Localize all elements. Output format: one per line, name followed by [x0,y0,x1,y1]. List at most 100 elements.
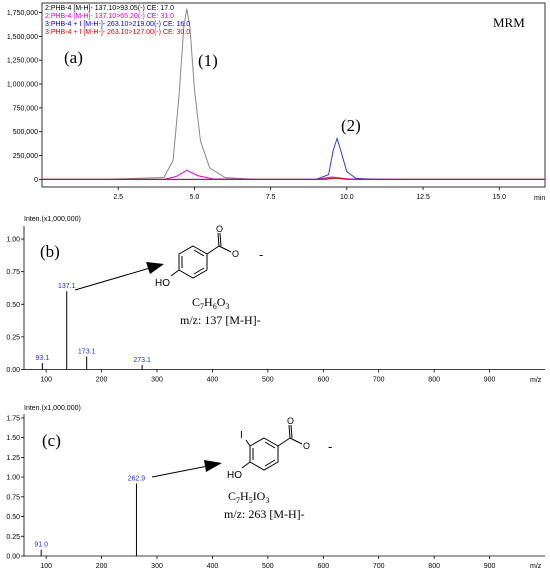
legend-entry-4: 3:PHB-4 + I [M-H-]- 263.10>127.00(-) CE:… [45,29,190,36]
peak-label: 262.9 [128,475,146,482]
legend-entry-2: 2:PHB-4 [M-H]- 137.10>65.20(-) CE: 31.0 [45,13,174,20]
carbonyl-o-c: O [287,416,294,426]
y-tick-label: 1,500,000 [7,34,38,41]
panel-a-label: (a) [64,48,83,67]
y-tick-label: 0.50 [6,302,20,309]
y-tick-label: 1.00 [6,475,20,482]
chromatogram-x-axis: 2.5 5.0 7.5 10.0 12.5 15.0 [113,187,506,201]
x-tick-label: 12.5 [416,194,430,201]
arrowhead-c [204,460,222,472]
x-unit-label-c: m/z [530,563,542,570]
x-tick-label: 5.0 [190,194,200,201]
mz-text-b: m/z: 137 [M-H]- [180,313,261,327]
intensity-label-c: Inten.(x1,000,000) [24,405,81,412]
x-tick-label: 900 [484,563,496,570]
y-tick-label: 500,000 [13,129,38,136]
y-tick-label: 1,750,000 [7,10,38,17]
y-tick-label: 0 [34,177,38,184]
y-tick-label: 0.00 [6,367,20,374]
chromatogram-panel: 0 250,000 500,000 750,000 1,000,000 1,250,000… [7,2,546,202]
x-tick-label: 700 [373,563,385,570]
intensity-label-b: Inten.(x1,000,000) [24,216,81,223]
spectrum-c-y-axis: 0.00 0.25 0.50 0.75 1.00 1.25 1.50 1.75 [6,415,24,561]
y-tick-label: 1.75 [6,415,20,422]
chromatogram-legend: 2:PHB-4 [M-H]- 137.10>93.05(-) CE: 17.0 … [45,5,190,36]
hydroxybenzoate-structure [170,232,232,279]
legend-entry-3: 3:PHB-4 + I [M-H-]- 263.10>219.00(-) CE:… [45,21,190,28]
hydroxy-label-c: HO [227,470,242,481]
x-tick-label: 300 [151,563,163,570]
arrow-c [151,465,209,478]
spectrum-b-y-axis: 0.00 0.25 0.50 0.75 1.00 [6,237,24,374]
y-tick-label: 0.25 [6,334,20,341]
y-tick-label: 1,250,000 [7,58,38,65]
carbonyl-o-b: O [216,224,223,234]
carboxylate-o-c: O [303,441,310,451]
x-tick-label: 200 [96,563,108,570]
x-tick-label: 100 [40,377,52,384]
formula-b: C7H6O3 [192,295,229,311]
y-tick-label: 250,000 [13,153,38,160]
y-tick-label: 0.50 [6,514,20,521]
x-tick-label: 2.5 [113,194,123,201]
x-tick-label: 700 [373,377,385,384]
x-tick-label: 200 [96,377,108,384]
trace-4 [42,177,545,180]
panel-b-label: (b) [40,242,60,261]
y-tick-label: 0.25 [6,534,20,541]
y-tick-label: 0.75 [6,494,20,501]
peak-label: 273.1 [133,357,151,364]
x-unit-label: min [534,195,545,202]
charge-b: - [259,247,263,262]
x-tick-label: 500 [262,563,274,570]
x-tick-label: 900 [484,377,496,384]
trace-3 [42,136,545,180]
x-tick-label: 7.5 [266,194,276,201]
carboxylate-o-b: O [232,249,239,259]
chromatogram-frame [41,2,546,188]
formula-c: C7H5IO3 [228,489,269,505]
spectrum-b-panel: Inten.(x1,000,000) 0.000.250.500.751.00 … [6,216,545,384]
trace-2 [42,169,545,180]
y-tick-label: 0.75 [6,269,20,276]
spectrum-b-x-axis: 100 200 300 400 500 600 700 800 900 [40,369,496,384]
y-tick-label: 1.50 [6,435,20,442]
y-tick-label: 750,000 [13,105,38,112]
chromatogram-y-axis: 0 250,000 500,000 750,000 1,000,000 1,250,000… [7,10,42,184]
mode-label: MRM [493,15,525,30]
x-tick-label: 15.0 [492,194,506,201]
x-tick-label: 500 [262,377,274,384]
x-tick-label: 400 [207,563,219,570]
spectrum-c-panel: Inten.(x1,000,000) 0.00 0.25 0.50 0.75 1.00 1… [6,405,545,570]
peak-label: 137.1 [58,283,76,290]
x-tick-label: 100 [40,563,52,570]
x-tick-label: 600 [317,563,329,570]
x-tick-label: 800 [428,377,440,384]
y-tick-label: 0.00 [6,554,20,561]
spectrum-c-x-axis: 100 200 300 400 500 600 700 800 900 [40,556,496,570]
x-tick-label: 800 [428,563,440,570]
x-tick-label: 400 [207,377,219,384]
x-tick-label: 300 [151,377,163,384]
x-unit-label-b: m/z [530,377,542,384]
spectrum-c-peaks: 91.0 262.9 [34,475,145,556]
mz-text-c: m/z: 263 [M-H]- [224,507,305,521]
peak-label: 93.1 [36,355,50,362]
panel-c-label: (c) [42,431,61,450]
peak-1-label: (1) [198,51,218,70]
x-tick-label: 600 [317,377,329,384]
legend-entry-1: 2:PHB-4 [M-H]- 137.10>93.05(-) CE: 17.0 [45,5,174,12]
peak-2-label: (2) [341,116,361,135]
peak-label: 91.0 [34,542,48,549]
peak-label: 173.1 [78,348,96,355]
iodo-label-c: I [240,430,243,441]
spectrum-b-peaks: 93.1 137.1 173.1 273.1 [36,283,151,370]
y-tick-label: 1.00 [6,237,20,244]
chromatogram-traces [42,8,545,180]
x-tick-label: 10.0 [340,194,354,201]
arrow-b [74,267,151,291]
iodohydroxybenzoate-structure [241,424,303,471]
charge-c: - [328,439,332,454]
y-tick-label: 1,000,000 [7,82,38,89]
